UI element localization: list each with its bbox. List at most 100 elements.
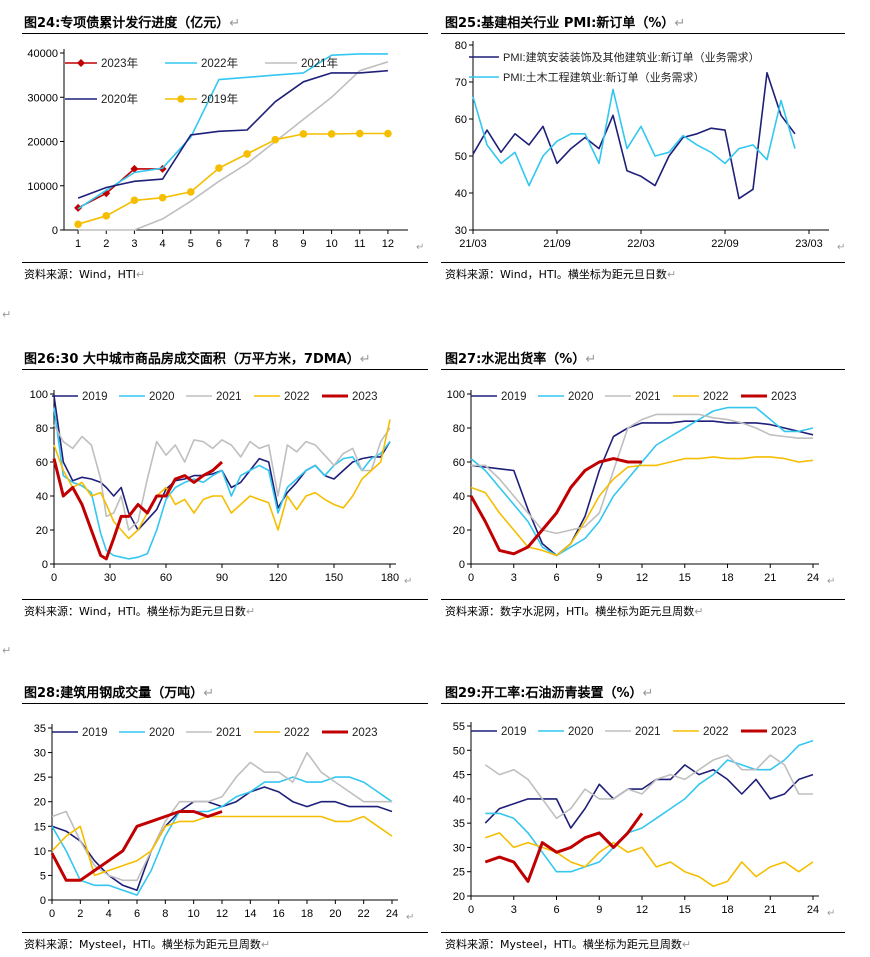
data-point [327, 130, 336, 138]
legend-label: 2019 [501, 391, 527, 403]
panel-source: 资料来源：Wind，HTI。横坐标为距元旦日数↵ [24, 605, 256, 618]
y-tick-label: 40 [455, 188, 467, 200]
x-tick-label: 16 [273, 908, 285, 920]
source-rule [22, 932, 428, 933]
title-rule [441, 33, 845, 34]
x-tick-label: 10 [188, 908, 200, 920]
panel-title: 图26:30 大中城市商品房成交面积（万平方米，7DMA）↵ [24, 352, 371, 367]
y-tick-label: 55 [453, 721, 465, 733]
y-tick-label: 50 [453, 745, 465, 757]
data-point [130, 196, 139, 205]
legend-label: 2021年 [301, 56, 338, 70]
series-line-1 [485, 739, 814, 873]
series-line-4 [77, 132, 388, 225]
x-tick-label: 0 [468, 904, 474, 916]
source-rule [441, 599, 845, 600]
x-tick-label: 24 [807, 904, 819, 916]
x-tick-label: 60 [160, 572, 172, 584]
data-point [384, 129, 392, 138]
x-tick-label: 3 [131, 238, 137, 250]
x-tick-label: 7 [244, 238, 250, 250]
legend-label: 2020 [568, 391, 594, 403]
x-tick-label: 30 [104, 572, 116, 584]
y-tick-label: 20 [453, 525, 465, 537]
panel-source: 资料来源：Wind，HTI。横坐标为距元旦日数↵ [445, 268, 677, 281]
x-tick-label: 21/03 [459, 238, 487, 250]
panel-title: 图28:建筑用钢成交量（万吨）↵ [24, 686, 215, 701]
x-tick-label: 120 [269, 572, 287, 584]
x-tick-label: 6 [216, 238, 222, 250]
series-line-2 [53, 424, 391, 531]
series-line-4 [52, 458, 224, 561]
panel-5: 图28:建筑用钢成交量（万吨）↵ 0 5 10 15 20 25 30 35 0 2 4 6 8 10 12… [22, 672, 430, 957]
panel-title: 图24:专项债累计发行进度（亿元）↵ [24, 16, 241, 31]
y-tick-label: 60 [453, 457, 465, 469]
x-tick-label: 24 [386, 908, 398, 920]
y-tick-label: 20000 [27, 137, 58, 149]
panel-title: 图29:开工率:石油沥青装置（%）↵ [445, 686, 654, 701]
x-tick-label: 15 [679, 572, 691, 584]
y-tick-label: 50 [455, 151, 467, 163]
x-tick-label: 12 [216, 908, 228, 920]
panel-source: 资料来源：Wind，HTI↵ [24, 268, 146, 281]
x-tick-label: 1 [75, 238, 81, 250]
panel-3: 图26:30 大中城市商品房成交面积（万平方米，7DMA）↵ 0 20 40 60 80… [22, 338, 430, 628]
legend-label: 2019 [82, 391, 108, 403]
legend-label: PMI:土木工程建筑业:新订单（业务需求） [503, 70, 705, 84]
y-tick-label: 30000 [27, 92, 58, 104]
y-tick-label: 30 [453, 842, 465, 854]
legend-label: 2022 [703, 391, 729, 403]
x-tick-label: 22/03 [627, 238, 655, 250]
panel-title: 图25:基建相关行业 PMI:新订单（%）↵ [445, 16, 686, 31]
legend-label: PMI:建筑安装装饰及其他建筑业:新订单（业务需求） [503, 50, 760, 64]
y-tick-label: 40 [453, 491, 465, 503]
source-rule [22, 262, 428, 263]
chart-svg: 0 20 40 60 80 100 0 30 60 90 120 150 180 2019 2020 2021… [30, 389, 413, 587]
x-tick-label: 10 [325, 238, 337, 250]
legend-label: 2023 [771, 391, 797, 403]
data-point [355, 129, 364, 138]
legend-label: 2021 [635, 726, 661, 738]
y-tick-label: 45 [453, 770, 465, 782]
return-mark: ↵ [837, 242, 845, 253]
x-tick-label: 6 [553, 572, 559, 584]
legend-label: 2022年 [201, 56, 238, 70]
legend-label: 2019 [501, 726, 527, 738]
x-tick-label: 0 [49, 908, 55, 920]
data-point [158, 193, 167, 202]
panel-6: 图29:开工率:石油沥青装置（%）↵ 20 25 30 35 40 45 50 55 0 3 6 9 1… [441, 672, 846, 957]
legend-label: 2019 [82, 727, 108, 739]
data-point [186, 188, 195, 196]
y-tick-label: 80 [36, 423, 48, 435]
data-point [243, 150, 251, 158]
y-tick-label: 20 [36, 525, 48, 537]
y-tick-label: 15 [34, 821, 46, 833]
return-mark: ↵ [406, 912, 414, 923]
series-line-1 [77, 53, 388, 210]
x-tick-label: 21/09 [543, 238, 571, 250]
x-tick-label: 24 [807, 572, 819, 584]
return-mark: ↵ [416, 242, 424, 253]
panel-source: 资料来源：数字水泥网，HTI。横坐标为距元旦周数↵ [445, 605, 704, 618]
series-line-0 [472, 72, 796, 200]
legend-label: 2020 [568, 726, 594, 738]
legend-label: 2019年 [201, 92, 238, 106]
legend-label: 2021 [216, 727, 242, 739]
return-mark: ↵ [827, 576, 835, 587]
panel-source: 资料来源：Mysteel，HTI。横坐标为距元旦周数↵ [445, 938, 692, 951]
y-tick-label: 0 [52, 225, 58, 237]
series-line-0 [51, 786, 393, 891]
legend-marker [77, 59, 85, 67]
legend-label: 2022 [284, 391, 310, 403]
x-tick-label: 0 [468, 572, 474, 584]
source-rule [441, 932, 845, 933]
chart-svg: 20 25 30 35 40 45 50 55 0 3 6 9 12 15 18 21 24 2019 2020 20… [453, 721, 836, 919]
x-tick-label: 12 [382, 238, 394, 250]
x-tick-label: 14 [244, 908, 256, 920]
y-tick-label: 40000 [27, 48, 58, 60]
x-tick-label: 20 [329, 908, 341, 920]
y-tick-label: 80 [455, 40, 467, 52]
data-point [215, 164, 223, 172]
y-tick-label: 10000 [27, 181, 58, 193]
